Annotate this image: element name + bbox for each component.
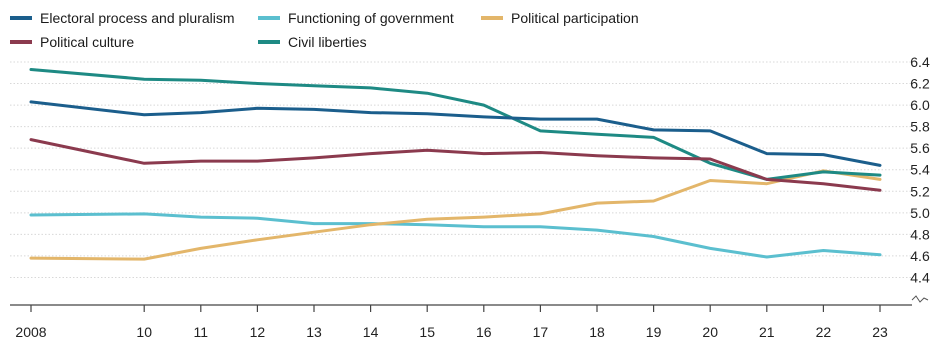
legend-label-political-culture: Political culture <box>40 34 134 50</box>
y-tick-label: 5.4 <box>910 162 930 178</box>
gridlines <box>10 61 912 306</box>
legend-item-political-participation: Political participation <box>481 10 639 26</box>
series-line-political-participation <box>29 169 882 261</box>
x-tick-label: 21 <box>759 324 775 340</box>
x-tick-label: 17 <box>533 324 549 340</box>
legend-item-civil-liberties: Civil liberties <box>258 34 367 50</box>
y-tick-label: 6.0 <box>910 97 930 113</box>
legend-label-electoral-process: Electoral process and pluralism <box>40 10 235 26</box>
y-axis: 4.4 4.6 4.8 5.0 5.2 5.4 5.6 5.8 6.0 6.2 6.4 <box>910 54 930 303</box>
series-line-functioning-of-government <box>29 212 882 259</box>
series-line-political-culture <box>29 138 882 192</box>
legend-item-electoral-process: Electoral process and pluralism <box>10 10 235 26</box>
y-tick-label: 4.4 <box>910 269 930 285</box>
x-tick-label: 13 <box>306 324 322 340</box>
legend-label-civil-liberties: Civil liberties <box>288 34 367 50</box>
y-tick-label: 4.6 <box>910 248 930 264</box>
y-tick-label: 6.2 <box>910 76 930 92</box>
x-tick-label: 10 <box>136 324 152 340</box>
y-tick-label: 6.4 <box>910 54 930 70</box>
x-tick-label: 15 <box>419 324 435 340</box>
axis-break-icon <box>911 295 929 303</box>
x-tick-label: 11 <box>194 324 209 340</box>
y-tick-label: 4.8 <box>910 226 930 242</box>
x-tick-label: 2008 <box>15 324 46 340</box>
x-tick-label: 18 <box>589 324 605 340</box>
y-tick-label: 5.0 <box>910 205 930 221</box>
legend-item-political-culture: Political culture <box>10 34 134 50</box>
x-tick-label: 22 <box>816 324 832 340</box>
y-tick-label: 5.2 <box>910 183 930 199</box>
x-axis: 2008 10 11 12 13 14 15 16 17 18 19 20 21 22 23 <box>15 305 888 340</box>
legend-item-functioning-of-government: Functioning of government <box>258 10 454 26</box>
x-tick-label: 19 <box>646 324 662 340</box>
x-tick-label: 14 <box>363 324 379 340</box>
y-tick-label: 5.8 <box>910 119 930 135</box>
x-tick-label: 20 <box>702 324 718 340</box>
x-tick-label: 23 <box>872 324 888 340</box>
series-line-electoral-process-and-pluralism <box>29 100 882 167</box>
x-tick-label: 12 <box>250 324 266 340</box>
x-tick-label: 16 <box>476 324 492 340</box>
series-lines <box>29 68 882 261</box>
y-tick-label: 5.6 <box>910 140 930 156</box>
legend-label-functioning-of-government: Functioning of government <box>288 10 454 26</box>
legend: Electoral process and pluralism Function… <box>10 10 639 50</box>
legend-label-political-participation: Political participation <box>511 10 639 26</box>
